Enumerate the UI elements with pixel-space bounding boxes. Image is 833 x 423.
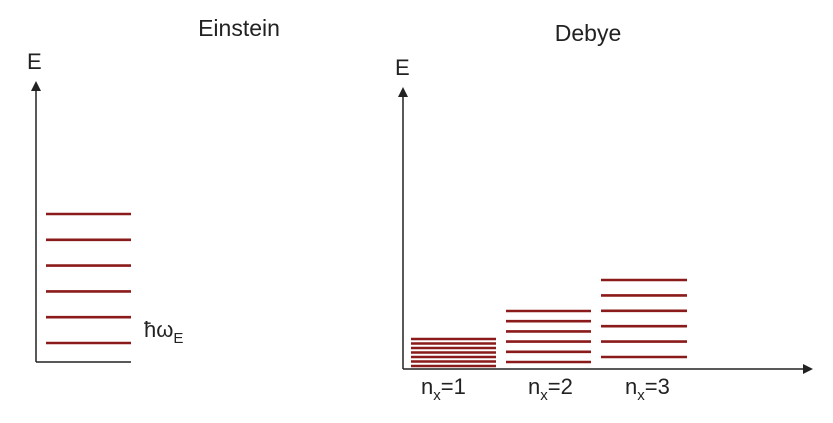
debye-mode-1-levels bbox=[411, 337, 496, 368]
einstein-levels bbox=[46, 212, 131, 345]
mode-label-subscript: x bbox=[433, 387, 441, 404]
mode-label-subscript: x bbox=[637, 387, 645, 404]
debye-mode-3-label: nx=3 bbox=[625, 374, 670, 404]
mode-label-n: n bbox=[528, 374, 540, 399]
mode-label-subscript: x bbox=[540, 387, 548, 404]
hbar-omega-text: ħω bbox=[144, 317, 173, 342]
einstein-quantum-label: ħωE bbox=[144, 317, 183, 347]
mode-label-n: n bbox=[421, 374, 433, 399]
debye-panel: Debye E nx=1 nx=2 nx=3 bbox=[395, 20, 813, 404]
mode-label-value: =2 bbox=[548, 374, 573, 399]
debye-levels bbox=[411, 278, 687, 368]
debye-mode-1-label: nx=1 bbox=[421, 374, 466, 404]
debye-energy-axis-label: E bbox=[395, 55, 410, 80]
mode-label-value: =1 bbox=[441, 374, 466, 399]
debye-mode-labels: nx=1 nx=2 nx=3 bbox=[421, 374, 670, 404]
omega-subscript: E bbox=[173, 330, 183, 347]
debye-mode-2-label: nx=2 bbox=[528, 374, 573, 404]
einstein-title: Einstein bbox=[198, 15, 280, 41]
einstein-panel: Einstein E ħωE bbox=[27, 15, 280, 363]
debye-title: Debye bbox=[555, 20, 621, 46]
debye-mode-3-levels bbox=[601, 278, 687, 359]
debye-mode-2-levels bbox=[506, 309, 591, 364]
einstein-energy-axis-label: E bbox=[27, 49, 42, 74]
mode-label-value: =3 bbox=[645, 374, 670, 399]
mode-label-n: n bbox=[625, 374, 637, 399]
